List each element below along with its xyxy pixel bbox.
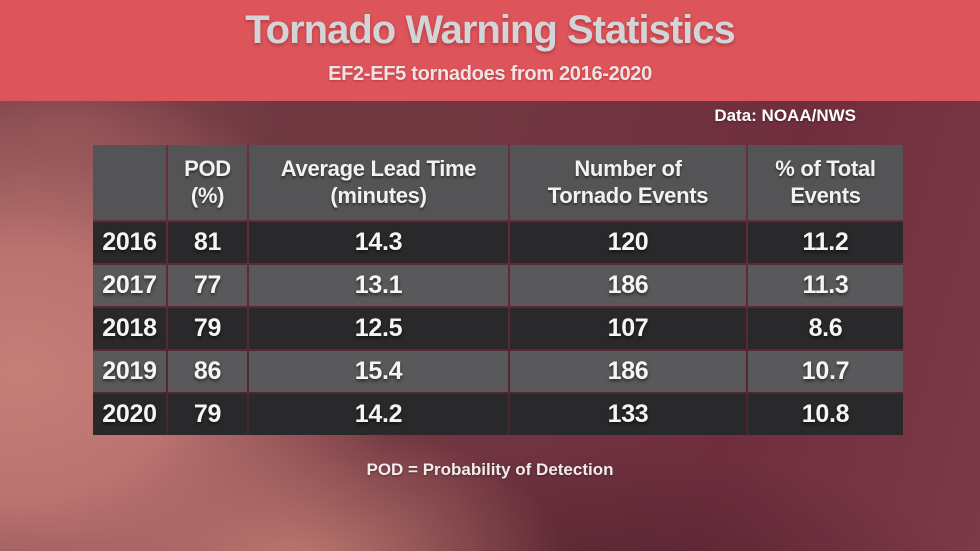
pct-total-cell: 11.2 — [748, 222, 903, 263]
column-header-line: (minutes) — [330, 182, 427, 208]
lead-time-cell: 14.2 — [249, 394, 508, 435]
pod-cell: 86 — [168, 351, 247, 392]
year-cell: 2017 — [93, 265, 166, 306]
statistics-table: POD (%) Average Lead Time (minutes) Numb… — [93, 145, 903, 435]
column-header-line: POD — [184, 155, 231, 181]
events-cell: 107 — [510, 308, 746, 349]
page-title: Tornado Warning Statistics — [245, 8, 736, 52]
column-header-line: Events — [790, 182, 861, 208]
year-cell: 2020 — [93, 394, 166, 435]
column-header-line: Tornado Events — [547, 182, 709, 208]
pct-total-cell: 10.7 — [748, 351, 903, 392]
lead-time-cell: 12.5 — [249, 308, 508, 349]
year-cell: 2019 — [93, 351, 166, 392]
column-header-events: Number of Tornado Events — [510, 145, 746, 220]
column-header-line: % of Total — [775, 155, 876, 181]
pod-cell: 79 — [168, 394, 247, 435]
events-cell: 186 — [510, 351, 746, 392]
pct-total-cell: 8.6 — [748, 308, 903, 349]
events-cell: 133 — [510, 394, 746, 435]
year-cell: 2016 — [93, 222, 166, 263]
pod-definition-footnote: POD = Probability of Detection — [366, 460, 614, 479]
column-header-pct-total: % of Total Events — [748, 145, 903, 220]
title-banner: Tornado Warning Statistics EF2-EF5 torna… — [0, 0, 980, 101]
pod-cell: 77 — [168, 265, 247, 306]
column-header-lead-time: Average Lead Time (minutes) — [249, 145, 508, 220]
data-source-credit: Data: NOAA/NWS — [714, 106, 856, 125]
column-header-pod: POD (%) — [168, 145, 247, 220]
pod-cell: 79 — [168, 308, 247, 349]
lead-time-cell: 13.1 — [249, 265, 508, 306]
lead-time-cell: 14.3 — [249, 222, 508, 263]
pct-total-cell: 11.3 — [748, 265, 903, 306]
events-cell: 186 — [510, 265, 746, 306]
pod-cell: 81 — [168, 222, 247, 263]
column-header-line: (%) — [190, 182, 225, 208]
page-subtitle: EF2-EF5 tornadoes from 2016-2020 — [328, 63, 652, 85]
column-header-line: Number of — [574, 155, 682, 181]
year-cell: 2018 — [93, 308, 166, 349]
events-cell: 120 — [510, 222, 746, 263]
lead-time-cell: 15.4 — [249, 351, 508, 392]
pct-total-cell: 10.8 — [748, 394, 903, 435]
column-header-line: Average Lead Time — [280, 155, 477, 181]
column-header-year — [93, 145, 166, 220]
